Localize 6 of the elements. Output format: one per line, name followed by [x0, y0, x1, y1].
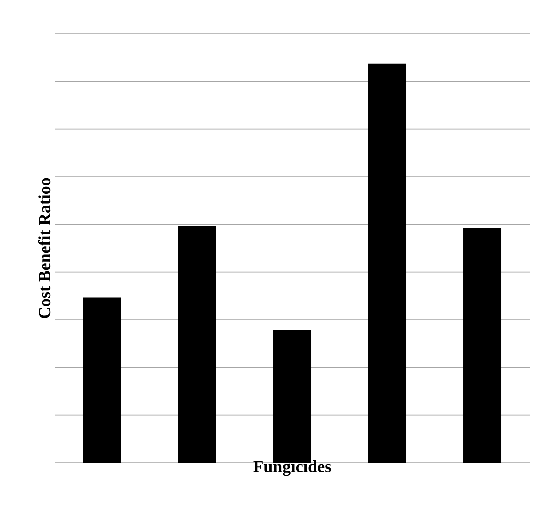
- bar: [464, 228, 502, 463]
- x-axis-title: Fungicides: [254, 460, 332, 476]
- bar: [178, 226, 216, 463]
- bar: [368, 64, 407, 463]
- bar: [84, 298, 122, 463]
- y-axis-title: Cost Benefit Ratioo: [38, 178, 51, 318]
